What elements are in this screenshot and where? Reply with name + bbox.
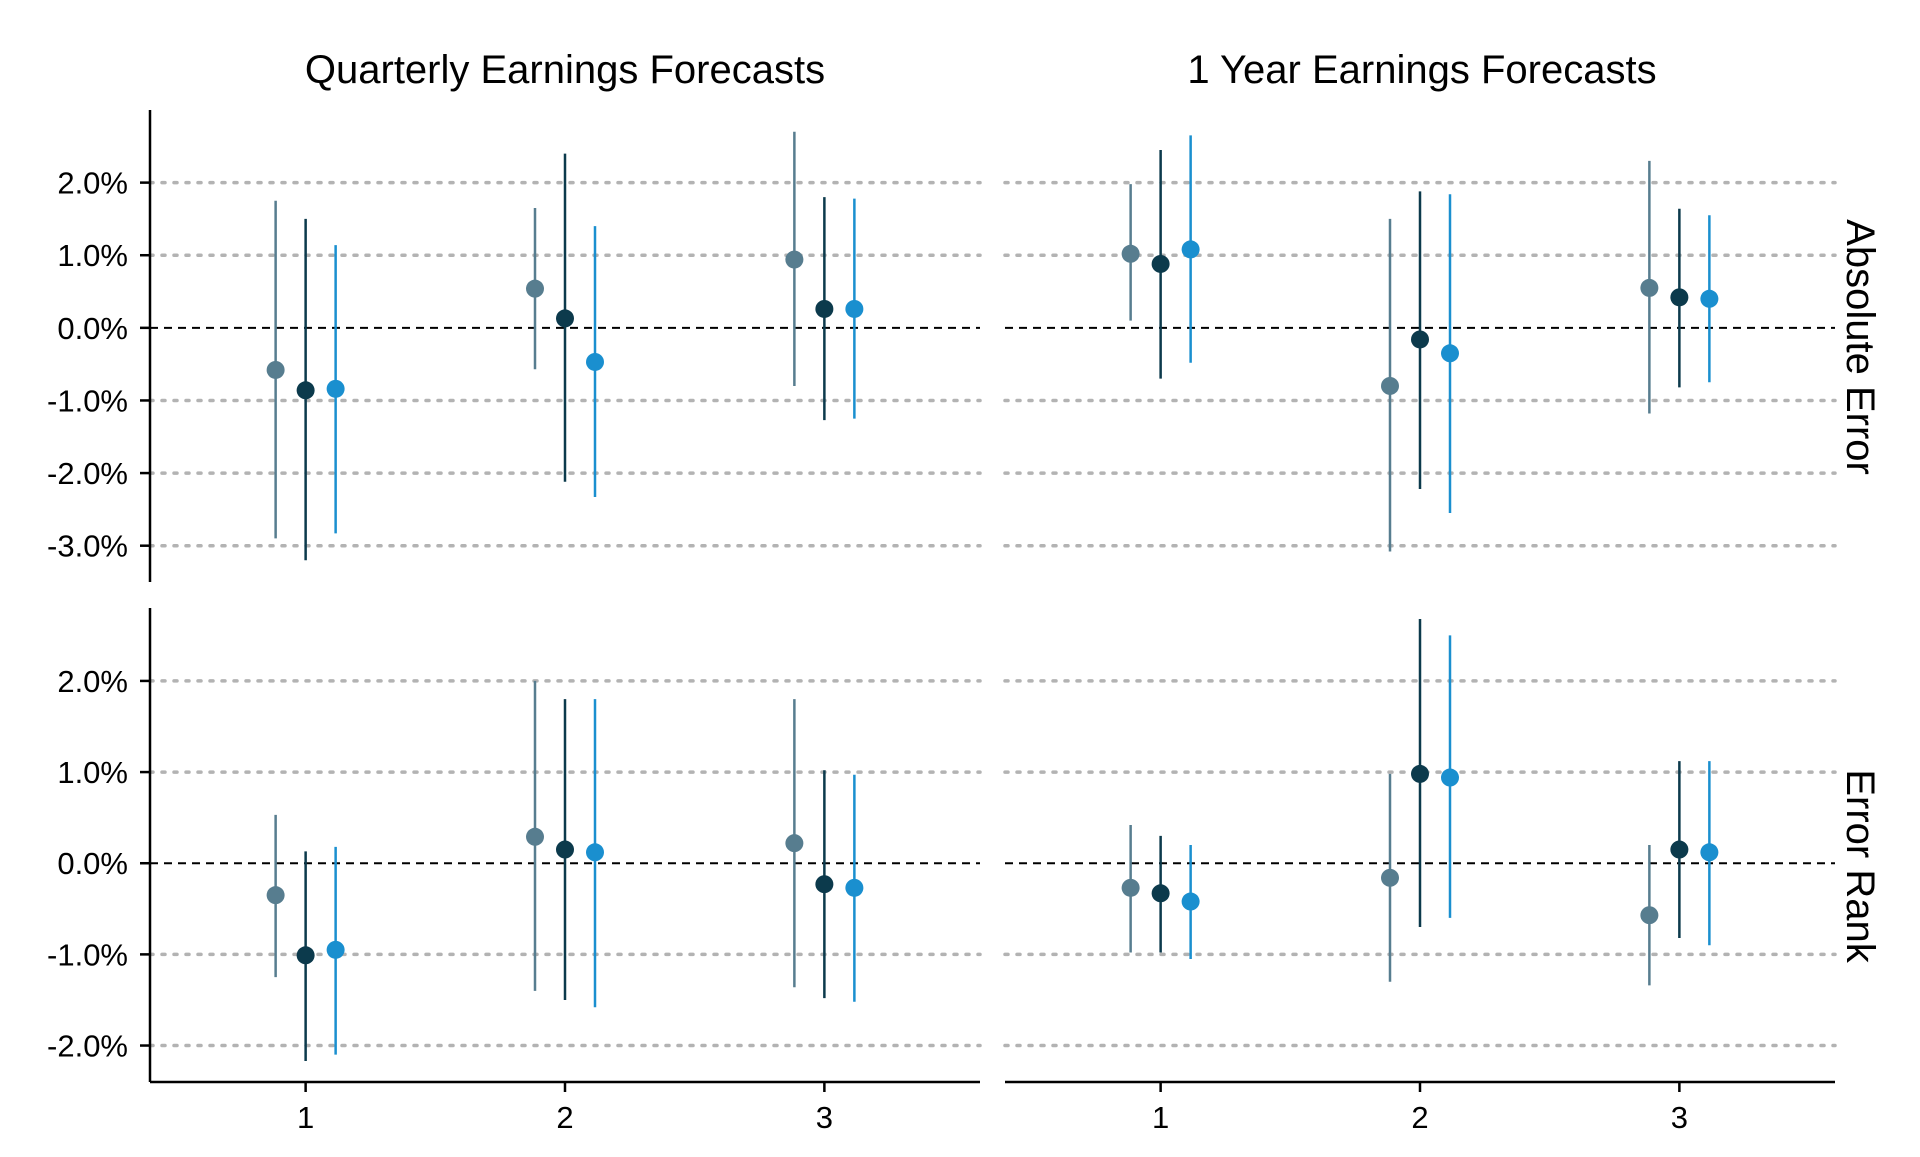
data-point — [845, 878, 864, 897]
data-point — [1121, 244, 1140, 263]
row-strip-absolute-error: Absolute Error — [1838, 219, 1882, 475]
data-point — [845, 299, 864, 318]
y-tick-label: -3.0% — [47, 529, 128, 564]
data-point — [296, 381, 315, 400]
y-tick-label: 0.0% — [57, 846, 128, 881]
data-point — [326, 940, 345, 959]
y-tick-label: 0.0% — [57, 311, 128, 346]
data-point — [1670, 840, 1689, 859]
data-point — [1411, 764, 1429, 783]
data-point — [296, 946, 315, 965]
data-point — [1151, 254, 1170, 273]
panel-4: 1 2 3 — [1003, 618, 1837, 1135]
data-point — [1700, 843, 1719, 862]
x-tick-label: 1 — [297, 1100, 314, 1135]
data-point — [785, 250, 804, 269]
panel-1: -3.0% -2.0% -1.0% 0.0% 1.0% 2.0% — [47, 110, 982, 582]
data-point — [1381, 376, 1399, 395]
data-point — [785, 834, 804, 853]
row-strip-error-rank: Error Rank — [1838, 769, 1882, 963]
data-point — [1381, 868, 1399, 887]
data-point — [586, 352, 604, 371]
data-point — [266, 360, 285, 379]
data-point — [586, 843, 604, 862]
y-tick-label: 2.0% — [57, 664, 128, 699]
data-point — [1181, 240, 1200, 259]
data-point — [526, 279, 544, 298]
data-point — [815, 875, 834, 894]
x-tick-label: 2 — [1411, 1100, 1428, 1135]
data-point — [326, 379, 345, 398]
x-tick-label: 3 — [1671, 1100, 1688, 1135]
data-point — [556, 840, 574, 859]
data-point — [1640, 278, 1659, 297]
y-tick-label: 1.0% — [57, 755, 128, 790]
data-point — [1670, 288, 1689, 307]
data-point — [1640, 906, 1659, 925]
column-title-1-year: 1 Year Earnings Forecasts — [1187, 48, 1656, 92]
data-point — [1411, 330, 1429, 349]
panel-2 — [1003, 135, 1837, 552]
data-point — [1441, 344, 1459, 363]
data-point — [1181, 892, 1200, 911]
panel-3: -2.0% -1.0% 0.0% 1.0% 2.0% 1 2 3 — [47, 608, 982, 1135]
y-tick-label: -1.0% — [47, 937, 128, 972]
y-tick-label: -2.0% — [47, 456, 128, 491]
column-title-quarterly: Quarterly Earnings Forecasts — [305, 48, 825, 92]
x-tick-label: 1 — [1152, 1100, 1169, 1135]
y-tick-label: -1.0% — [47, 383, 128, 418]
data-point — [815, 299, 834, 318]
y-tick-label: 2.0% — [57, 166, 128, 201]
data-point — [556, 309, 574, 328]
x-tick-label: 2 — [556, 1100, 573, 1135]
data-point — [1151, 884, 1170, 903]
panels-layer: -3.0% -2.0% -1.0% 0.0% 1.0% 2.0% -2.0% -1.0% 0.0… — [47, 110, 1837, 1135]
x-tick-label: 3 — [816, 1100, 833, 1135]
data-point — [1121, 878, 1140, 897]
data-point — [526, 827, 544, 846]
data-point — [1700, 289, 1719, 308]
y-tick-label: -2.0% — [47, 1029, 128, 1064]
y-tick-label: 1.0% — [57, 238, 128, 273]
data-point — [266, 886, 285, 905]
data-point — [1441, 768, 1459, 787]
